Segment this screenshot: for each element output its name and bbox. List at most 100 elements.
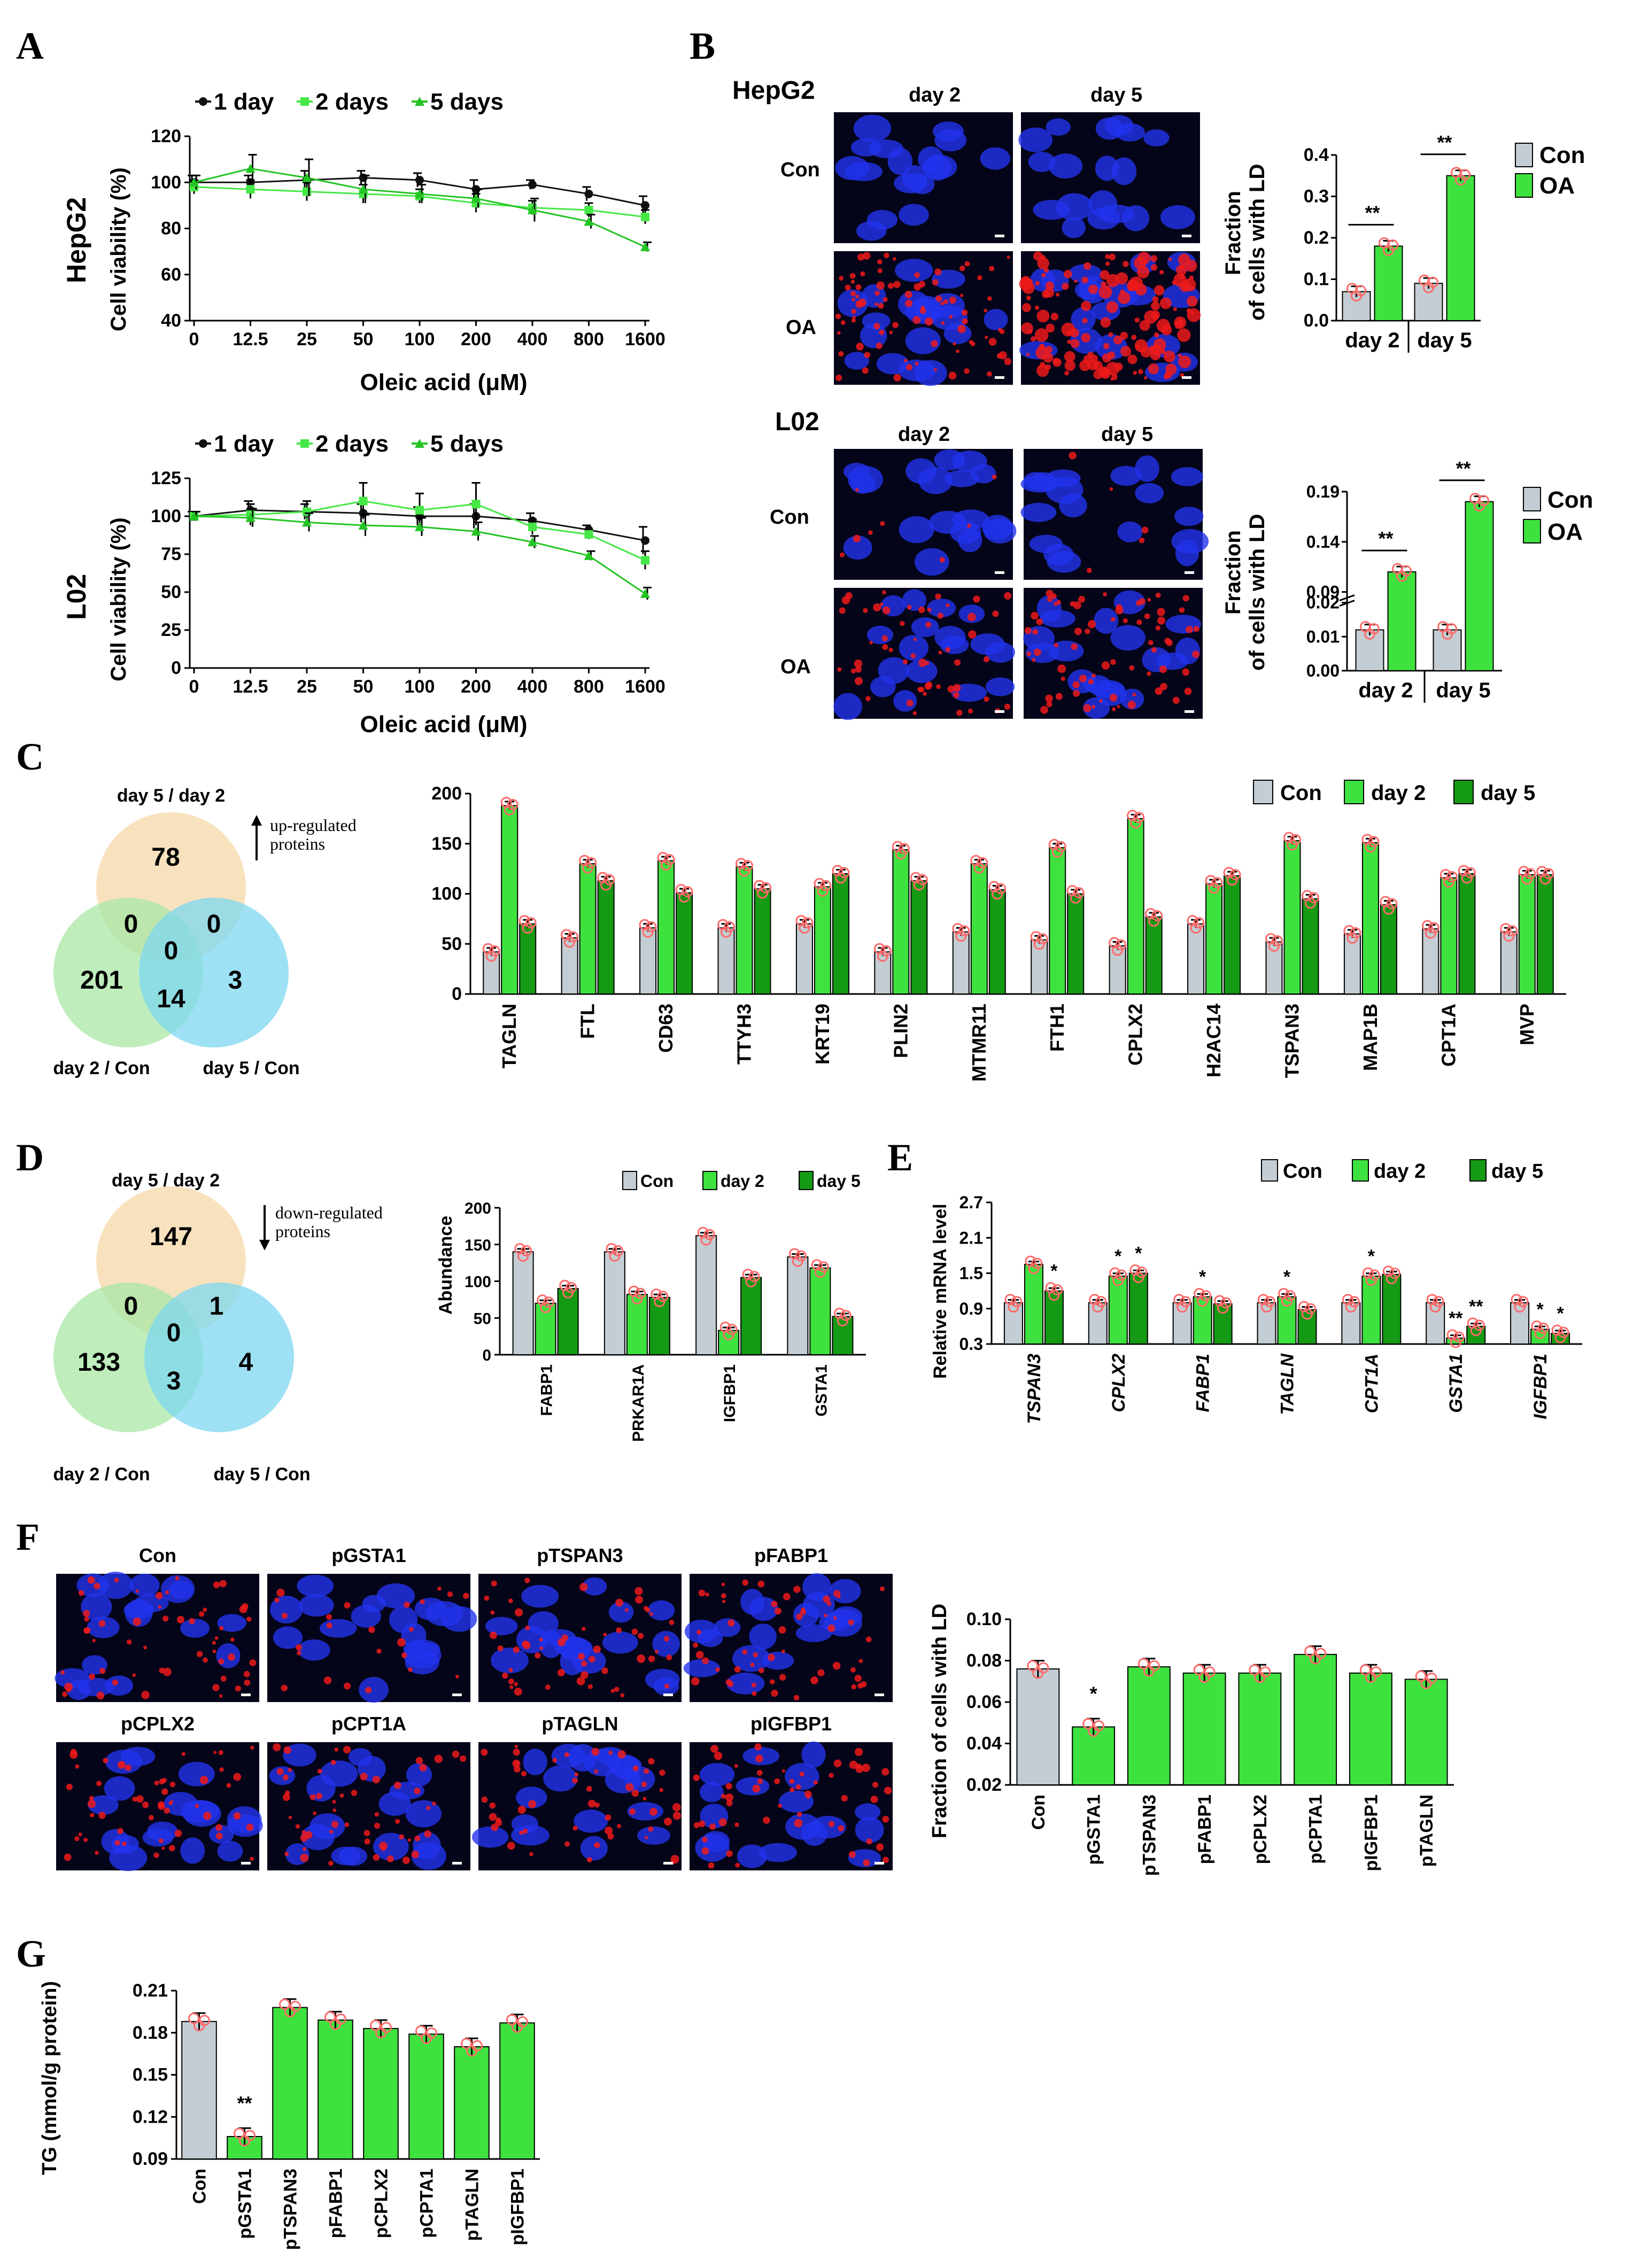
micrograph-f-con-lipid-droplet [212, 1641, 216, 1645]
c-legend-swatch-day5 [1453, 780, 1474, 804]
micrograph-f-pigfbp1-lipid-droplet [789, 1778, 794, 1784]
micrograph-f-pfabp1-lipid-droplet [793, 1586, 801, 1593]
micrograph-l02-oa-day5-lipid-droplet [1123, 618, 1128, 624]
g-y-label: TG (mmol/g protein) [38, 1981, 61, 2175]
micrograph-f-ptagln-lipid-droplet [641, 1781, 647, 1788]
micrograph-l02-oa-day2-nucleus [911, 617, 939, 638]
micrograph-f-ptspan3-lipid-droplet [539, 1637, 543, 1642]
a-l02-x-tick-label: 50 [353, 677, 374, 697]
micrograph-f-pfabp1-nucleus [714, 1618, 741, 1637]
legend-2-days-l02: 2 days [315, 431, 389, 457]
micrograph-f-ptspan3-nucleus [652, 1630, 680, 1657]
micrograph-f-ptagln-nucleus [574, 1809, 608, 1833]
micrograph-l02-con-day5 [1020, 449, 1209, 580]
venn-down-n-top-left: 0 [124, 1292, 138, 1321]
a-hepg2-point [584, 206, 593, 214]
b-l02-row-con: Con [770, 506, 809, 529]
b-hepg2-replicate-dot [1427, 276, 1438, 288]
micrograph-f-pfabp1-lipid-droplet [728, 1619, 735, 1627]
micrograph-l02-con-day2-nucleus [945, 470, 979, 487]
e-category-label: CPT1A [1361, 1354, 1382, 1413]
micrograph-f-con-lipid-droplet [78, 1590, 84, 1596]
panel-a: 1 day 2 days 5 days HepG2 Cell viability… [61, 89, 665, 737]
a-hepg2-x-label: Oleic acid (μM) [360, 369, 528, 395]
micrograph-f-ptagln-nucleus [543, 1765, 578, 1792]
micrograph-hepg2-oa-day2-lipid-droplet [914, 283, 922, 291]
micrograph-f-ptagln-lipid-droplet [672, 1812, 682, 1820]
micrograph-hepg2-oa-day5-lipid-droplet [1150, 255, 1158, 262]
micrograph-f-pigfbp1-nucleus [801, 1741, 826, 1768]
micrograph-l02-oa-day2-nucleus [833, 693, 862, 720]
micrograph-l02-oa-day2-lipid-droplet [912, 711, 917, 716]
f-replicate-dot [1093, 1720, 1105, 1731]
a-hepg2-x-tick-label: 50 [353, 329, 374, 349]
d-bar-day2 [535, 1302, 556, 1355]
micrograph-l02-oa-day2-lipid-droplet [918, 658, 927, 667]
micrograph-f-pfabp1-lipid-droplet [771, 1601, 778, 1607]
micrograph-f-pfabp1-lipid-droplet [698, 1589, 706, 1597]
venn-down: day 5 / day 2 day 2 / Con day 5 / Con 14… [53, 1170, 383, 1485]
micrograph-f-con-lipid-droplet [141, 1690, 150, 1699]
micrograph-hepg2-oa-day2-lipid-droplet [862, 367, 869, 374]
micrograph-f-pigfbp1-scale-bar [874, 1862, 884, 1865]
micrograph-hepg2-oa-day2-lipid-droplet [874, 290, 880, 296]
micrograph-hepg2-oa-day2-lipid-droplet [989, 266, 995, 271]
micrograph-hepg2-oa-day5-lipid-droplet [1070, 339, 1080, 348]
micrograph-l02-oa-day2-lipid-droplet [936, 684, 941, 689]
micrograph-hepg2-oa-day5-lipid-droplet [1035, 281, 1040, 286]
micrograph-f-pigfbp1-lipid-droplet [755, 1754, 763, 1763]
micrograph-f-ptagln-lipid-droplet [594, 1769, 598, 1774]
g-category-label: pIGFBP1 [508, 2169, 528, 2246]
micrograph-l02-oa-day5-lipid-droplet [1110, 617, 1116, 622]
micrograph-f-ptspan3-lipid-droplet [581, 1660, 587, 1667]
f-significance: * [1090, 1683, 1097, 1705]
a-hepg2-point [303, 187, 311, 196]
micrograph-f-pfabp1-lipid-droplet [848, 1619, 854, 1626]
micrograph-f-pcplx2 [56, 1742, 263, 1871]
a-l02-y-tick-label: 50 [161, 582, 181, 602]
e-legend-con: Con [1283, 1160, 1322, 1183]
micrograph-f-pcpt1a-nucleus [339, 1846, 367, 1866]
micrograph-hepg2-oa-day5-lipid-droplet [1151, 301, 1160, 310]
plot-g: 0.09 0.12 0.15 0.18 0.21 Con ** pGSTA1 pTSPAN3 pF… [133, 1980, 540, 2250]
micrograph-hepg2-oa-day5-lipid-droplet [1062, 282, 1069, 290]
micrograph-l02-oa-day2-lipid-droplet [869, 641, 873, 644]
e-replicate-dot [1116, 1269, 1127, 1281]
micrograph-l02-oa-day2-lipid-droplet [946, 603, 950, 608]
c-replicate-dot [1272, 935, 1283, 946]
micrograph-f-pcpt1a-lipid-droplet [415, 1757, 423, 1765]
micrograph-f-con-lipid-droplet [62, 1691, 68, 1697]
micrograph-hepg2-oa-day5-lipid-droplet [1131, 335, 1137, 340]
g-bar [272, 2007, 308, 2160]
micrograph-hepg2-oa-day5-lipid-droplet [1045, 281, 1054, 290]
f-category-label: pGSTA1 [1084, 1795, 1104, 1865]
micrograph-f-pfabp1-nucleus [749, 1597, 778, 1621]
micrograph-f-pigfbp1-lipid-droplet [752, 1784, 761, 1793]
panel-c: day 5 / day 2 day 2 / Con day 5 / Con 78… [53, 780, 1566, 1082]
plot-d: 0 50 100 150 200 FABP1 PRKAR1A IGFBP1 GSTA1 [465, 1200, 866, 1442]
d-replicate-dot [748, 1271, 760, 1283]
d-bar-day2 [626, 1294, 648, 1355]
panel-letter-a: A [16, 25, 44, 67]
micrograph-hepg2-oa-day2-lipid-droplet [878, 302, 884, 309]
f-bar [1016, 1668, 1060, 1785]
a-hepg2-point [302, 173, 312, 182]
micrograph-f-pfabp1-lipid-droplet [742, 1649, 748, 1655]
micrograph-hepg2-con-day2-nucleus [835, 156, 869, 180]
micrograph-f-pcpt1a-lipid-droplet [282, 1793, 290, 1801]
c-replicate-dot [820, 880, 832, 891]
e-replicate-dot [1220, 1297, 1232, 1309]
micrograph-f-ptagln-lipid-droplet [514, 1744, 518, 1749]
micrograph-f-pigfbp1-lipid-droplet [725, 1783, 732, 1790]
micrograph-l02-con-day2-lipid-droplet [992, 474, 997, 479]
micrograph-f-con-lipid-droplet [165, 1590, 169, 1595]
micrograph-hepg2-oa-day5-lipid-droplet [1061, 322, 1075, 337]
micrograph-hepg2-oa-day2-nucleus [905, 327, 941, 354]
c-category-label: MTMR11 [968, 1004, 990, 1082]
micrograph-l02-oa-day2-lipid-droplet [953, 683, 961, 692]
micrograph-f-con-lipid-droplet [199, 1611, 205, 1617]
micrograph-f-ptspan3-nucleus [608, 1601, 634, 1623]
micrograph-l02-oa-day5-lipid-droplet [1115, 606, 1124, 615]
micrograph-f-pigfbp1-lipid-droplet [790, 1787, 795, 1792]
